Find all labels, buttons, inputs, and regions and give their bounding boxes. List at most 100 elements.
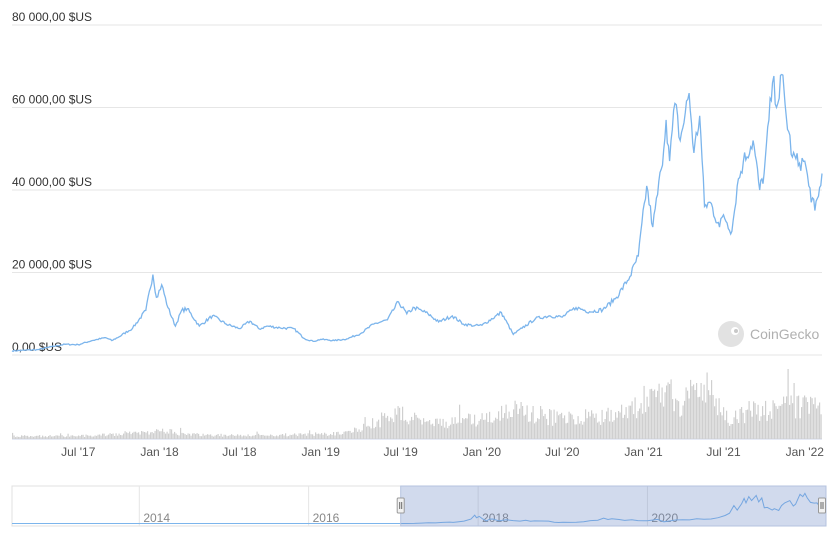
volume-bar (73, 436, 75, 439)
volume-bar (769, 411, 771, 439)
volume-bar (132, 432, 134, 439)
volume-bar (364, 417, 366, 439)
volume-bar (574, 424, 576, 439)
volume-bar (667, 382, 669, 439)
volume-bar (750, 410, 752, 439)
volume-bar (517, 414, 519, 439)
volume-bar (672, 399, 674, 439)
volume-bar (679, 416, 681, 439)
volume-bar (516, 404, 518, 439)
volume-bar (208, 434, 210, 439)
volume-bar (540, 406, 542, 439)
volume-bar (112, 433, 114, 439)
volume-bar (253, 435, 255, 439)
x-tick-label: Jan '18 (140, 445, 179, 459)
volume-bar (723, 407, 725, 439)
volume-bar (415, 415, 417, 439)
volume-bar (492, 422, 494, 439)
volume-bar (370, 428, 372, 439)
x-tick-label: Jan '20 (463, 445, 502, 459)
navigator-right-handle[interactable] (818, 497, 826, 514)
volume-bar (78, 435, 80, 439)
volume-bar (703, 384, 705, 439)
volume-bar (349, 430, 351, 439)
volume-bar (775, 406, 777, 439)
volume-bar (426, 421, 428, 439)
volume-bar (748, 401, 750, 439)
volume-bar (207, 434, 209, 439)
handle-grip-icon[interactable] (818, 497, 826, 514)
y-tick-label: 20 000,00 $US (12, 258, 92, 272)
volume-bar (264, 435, 266, 439)
volume-bar (343, 431, 345, 439)
volume-bar (274, 436, 276, 439)
volume-bar (288, 436, 290, 439)
volume-bar (688, 398, 690, 439)
volume-bar (289, 434, 291, 439)
volume-bar (336, 432, 338, 439)
navigator-selection[interactable] (400, 485, 827, 527)
volume-bar (607, 407, 609, 439)
volume-bar (459, 404, 461, 439)
volume-bar (171, 429, 173, 439)
volume-bar (337, 431, 339, 439)
volume-bar (795, 418, 797, 439)
volume-bar (730, 424, 732, 439)
volume-bar (249, 436, 251, 439)
volume-bar (571, 414, 573, 439)
volume-bar (418, 418, 420, 439)
volume-bar (654, 389, 656, 439)
volume-bar (388, 421, 390, 439)
volume-bar (462, 418, 464, 439)
volume-bar (471, 424, 473, 439)
volume-bar (495, 417, 497, 439)
volume-bar (445, 421, 447, 439)
volume-bar (523, 415, 525, 439)
volume-bar (396, 414, 398, 439)
volume-bar (46, 437, 48, 439)
volume-bar (300, 433, 302, 439)
handle-grip-icon[interactable] (396, 497, 405, 514)
volume-bar (67, 433, 69, 439)
volume-bar (376, 421, 378, 439)
volume-bar (432, 423, 434, 439)
volume-bar (603, 422, 605, 439)
volume-bar (499, 420, 501, 439)
volume-bar (597, 422, 599, 439)
volume-bar (439, 418, 441, 439)
volume-bar (106, 435, 108, 439)
volume-bar (123, 433, 125, 439)
volume-bar (202, 433, 204, 439)
volume-bar (721, 415, 723, 439)
volume-bar (751, 416, 753, 439)
volume-bar (741, 407, 743, 439)
volume-bar (588, 411, 590, 439)
volume-bar (273, 436, 275, 439)
navigator-tick-label: 2016 (313, 511, 340, 525)
volume-bar (187, 433, 189, 439)
volume-bar (363, 423, 365, 439)
volume-bar (811, 398, 813, 439)
volume-bar (565, 423, 567, 439)
volume-bar (87, 435, 89, 439)
volume-bar (198, 433, 200, 439)
navigator-left-handle[interactable] (396, 497, 405, 514)
volume-bar (13, 435, 15, 439)
volume-bar (759, 420, 761, 439)
volume-bar (85, 434, 87, 439)
volume-bar (598, 421, 600, 439)
volume-bar (567, 422, 569, 439)
volume-bar (33, 436, 35, 439)
volume-bar (708, 390, 710, 439)
volume-bar (381, 412, 383, 439)
volume-bar (514, 400, 516, 439)
volume-bar (790, 395, 792, 439)
navigator[interactable]: 2014 2016 2018 2020 (11, 485, 827, 527)
volume-bar (111, 434, 113, 439)
volume-bar (69, 436, 71, 439)
volume-bar (595, 413, 597, 439)
volume-bar (765, 400, 767, 439)
volume-bar (634, 397, 636, 439)
volume-bar (309, 430, 311, 439)
volume-bar (622, 417, 624, 439)
